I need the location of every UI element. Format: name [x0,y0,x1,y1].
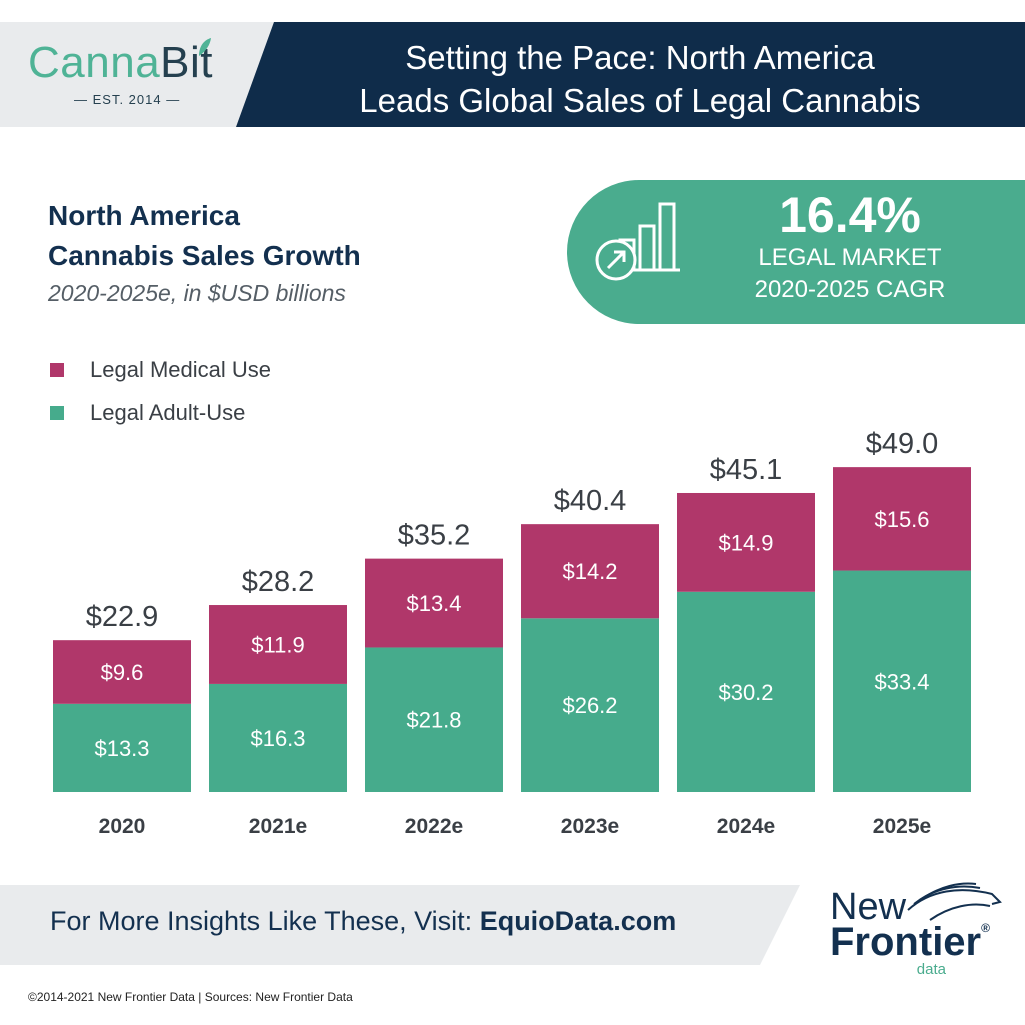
data-label-medical: $9.6 [101,660,144,685]
total-label: $22.9 [86,601,159,633]
title-line-1: Setting the Pace: North America [405,39,875,76]
cagr-label-line-2: 2020-2025 CAGR [754,276,946,303]
bar-segment-adult-use [365,647,503,792]
x-tick-label: 2025e [873,815,931,838]
total-label: $49.0 [866,428,939,460]
growth-bar-chart-icon [595,202,680,281]
stacked-bar-chart: $13.3 $9.6 $22.9 2020 $16.3 $11.9 $28.2 2021e $2… [53,428,971,838]
data-label-adult-use: $33.4 [874,669,929,694]
chart-subtitle: 2020-2025e, in $USD billions [48,280,346,306]
brand-new: New [830,886,907,928]
total-label: $35.2 [398,520,471,552]
data-label-medical: $13.4 [406,591,461,616]
legend-item-adult-use: Legal Adult-Use [50,391,271,434]
x-tick-label: 2024e [717,815,775,838]
cagr-value: 16.4% [779,187,921,243]
total-label: $28.2 [242,566,315,598]
total-label: $45.1 [710,454,783,486]
bar-segment-adult-use [677,591,815,792]
bar-segment-adult-use [833,570,971,792]
footer-cta-prefix: For More Insights Like These, Visit: [50,906,480,936]
brand-data: data [916,961,946,978]
bar-segment-medical [521,524,659,619]
brand-frontier: Frontier [830,920,982,964]
bar-segment-medical [53,640,191,704]
bar-segment-adult-use [209,683,347,792]
legend-item-medical: Legal Medical Use [50,348,271,391]
new-frontier-logo: New Frontier® data [830,888,990,977]
total-label: $40.4 [554,485,627,517]
legend-label-medical: Legal Medical Use [90,356,271,382]
footer-banner [0,885,800,965]
logo-name-canna: Canna [28,38,161,87]
data-label-medical: $15.6 [874,507,929,532]
page-title: Setting the Pace: North America Leads Gl… [330,36,950,122]
cagr-callout [567,180,1025,324]
bar-segment-medical [209,605,347,684]
chart-legend: Legal Medical Use Legal Adult-Use [50,348,271,434]
data-label-adult-use: $21.8 [406,708,461,733]
data-label-medical: $14.9 [718,530,773,555]
legend-label-adult-use: Legal Adult-Use [90,399,246,425]
x-tick-label: 2020 [99,815,146,838]
cagr-label-line-1: LEGAL MARKET [758,244,942,271]
brand-frontier-wrap: Frontier® [830,922,990,962]
data-label-medical: $11.9 [251,632,304,657]
x-tick-label: 2021e [249,815,307,838]
bar-segment-adult-use [521,618,659,792]
legend-swatch-medical [50,362,64,377]
brand-reg: ® [981,921,990,935]
data-label-adult-use: $26.2 [562,693,617,718]
legend-swatch-adult-use [50,405,64,420]
bar-segment-adult-use [53,703,191,792]
bar-segment-medical [677,492,815,592]
bar-segment-medical [833,467,971,571]
bar-segment-medical [365,558,503,648]
leaf-icon [199,38,211,56]
x-tick-label: 2022e [405,815,463,838]
horse-icon [907,882,1002,921]
copyright: ©2014-2021 New Frontier Data | Sources: … [28,990,353,1004]
title-line-2: Leads Global Sales of Legal Cannabis [359,82,921,119]
chart-heading-line-1: North America [48,200,240,231]
x-tick-label: 2023e [561,815,619,838]
data-label-medical: $14.2 [562,559,617,584]
chart-heading-line-2: Cannabis Sales Growth [48,240,361,271]
chart-heading: North America Cannabis Sales Growth [48,196,361,276]
logo-est: — EST. 2014 — [74,92,181,107]
data-label-adult-use: $13.3 [94,736,149,761]
header-title-panel [236,22,1025,127]
data-label-adult-use: $16.3 [250,726,305,751]
footer-cta: For More Insights Like These, Visit: Equ… [50,906,676,937]
footer-cta-link[interactable]: EquioData.com [479,906,677,936]
data-label-adult-use: $30.2 [718,680,773,705]
